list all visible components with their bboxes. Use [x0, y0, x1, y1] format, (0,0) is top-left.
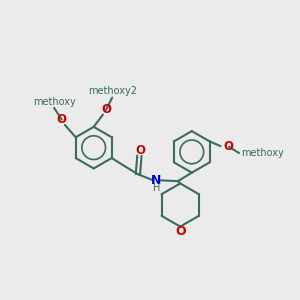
Text: methoxy: methoxy: [241, 148, 284, 158]
Text: O: O: [57, 113, 67, 126]
Text: O: O: [135, 144, 145, 157]
Text: methoxy: methoxy: [33, 97, 76, 107]
Text: O: O: [175, 226, 185, 238]
Text: H: H: [153, 183, 160, 193]
Text: O: O: [224, 140, 234, 153]
Text: O: O: [101, 103, 111, 116]
Text: methoxy2: methoxy2: [88, 86, 137, 96]
Text: N: N: [151, 174, 161, 187]
